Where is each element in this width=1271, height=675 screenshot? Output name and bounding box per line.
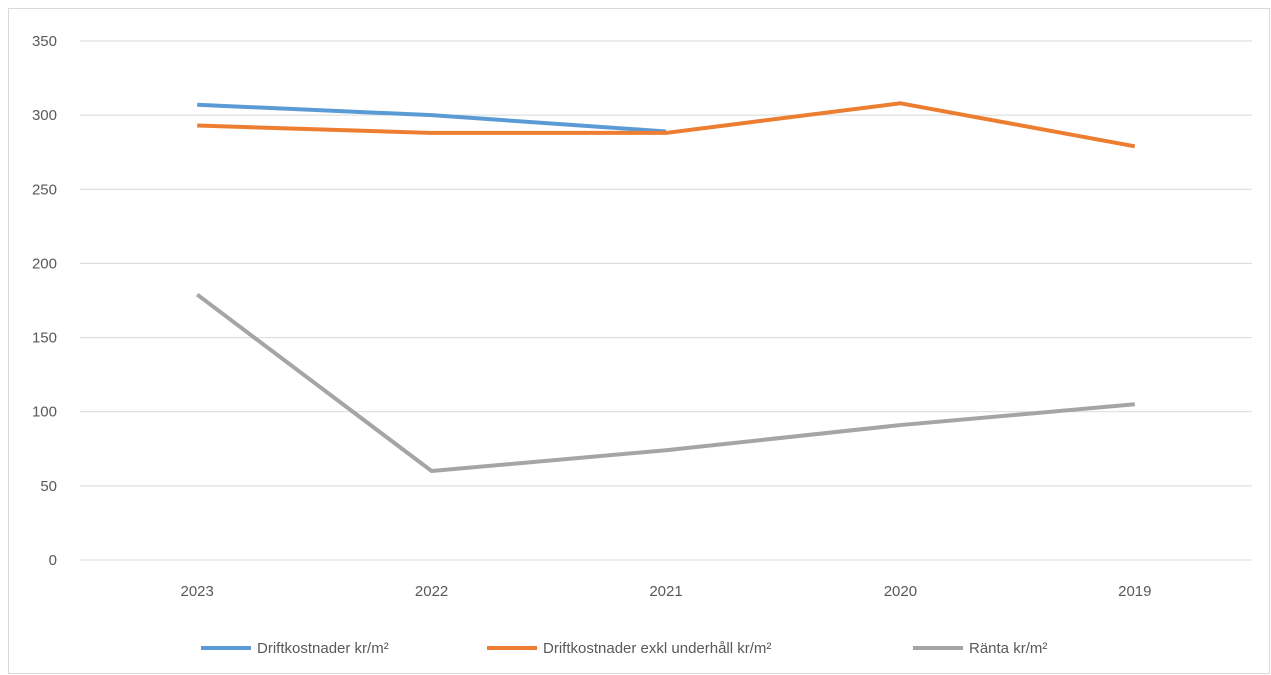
- y-tick-label: 350: [32, 33, 57, 50]
- series-lines: [195, 101, 1136, 474]
- x-tick-label: 2021: [649, 583, 682, 600]
- chart-frame: [8, 8, 1270, 674]
- legend-label: Ränta kr/m²: [969, 640, 1047, 657]
- y-tick-label: 0: [49, 552, 57, 569]
- y-tick-label: 150: [32, 330, 57, 347]
- y-tick-label: 50: [40, 478, 57, 495]
- legend-label: Driftkostnader exkl underhåll kr/m²: [543, 640, 771, 657]
- legend-label: Driftkostnader kr/m²: [257, 640, 389, 657]
- x-axis-ticks: 2023 2022 2021 2020 2019: [181, 583, 1152, 600]
- y-tick-label: 300: [32, 107, 57, 124]
- legend: Driftkostnader kr/m² Driftkostnader exkl …: [201, 640, 1047, 657]
- x-tick-label: 2020: [884, 583, 917, 600]
- y-tick-label: 100: [32, 404, 57, 421]
- y-tick-label: 200: [32, 255, 57, 272]
- series-line-3: [195, 292, 1135, 474]
- y-tick-label: 250: [32, 181, 57, 198]
- x-tick-label: 2022: [415, 583, 448, 600]
- x-tick-label: 2023: [181, 583, 214, 600]
- grid-lines: [80, 40, 1252, 561]
- x-tick-label: 2019: [1118, 583, 1151, 600]
- y-axis-ticks: 0 50 100 150 200 250 300 350: [32, 33, 57, 569]
